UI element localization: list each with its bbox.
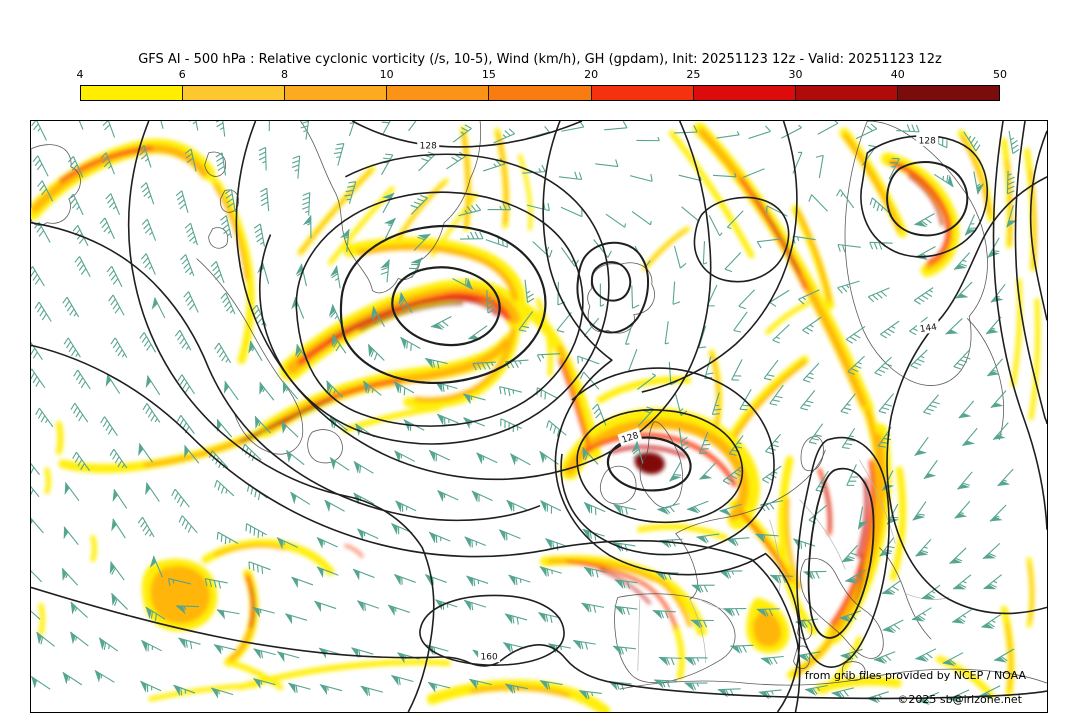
colorbar-tick: 8: [280, 68, 288, 81]
colorbar-tick: 30: [788, 68, 803, 81]
map-area: 128 128 128 144 160: [30, 120, 1048, 713]
colorbar: [80, 85, 1000, 101]
colorbar-segment: [693, 86, 796, 100]
colorbar-tick: 10: [379, 68, 394, 81]
colorbar-tick: 25: [686, 68, 701, 81]
colorbar-segment: [285, 86, 388, 100]
colorbar-tick: 50: [993, 68, 1007, 81]
svg-text:128: 128: [919, 136, 936, 146]
colorbar-segment: [795, 86, 898, 100]
contour-label: 128: [916, 133, 939, 146]
svg-text:144: 144: [919, 323, 938, 335]
colorbar-segment: [387, 86, 490, 100]
colorbar-tick: 20: [584, 68, 599, 81]
colorbar-segment: [897, 86, 999, 100]
map-title: GFS AI - 500 hPa : Relative cyclonic vor…: [138, 52, 942, 67]
colorbar-segment: [489, 86, 592, 100]
colorbar-segment: [81, 86, 184, 100]
svg-text:160: 160: [481, 653, 498, 663]
colorbar-segment: [183, 86, 286, 100]
colorbar-segment: [591, 86, 694, 100]
data-source-note: from grib files provided by NCEP / NOAA: [804, 669, 1026, 682]
colorbar-tick: 40: [890, 68, 905, 81]
colorbar-tick: 6: [178, 68, 186, 81]
colorbar-tick: 4: [76, 68, 84, 81]
svg-text:128: 128: [420, 141, 437, 151]
contour-label: 160: [478, 650, 501, 663]
copyright-note: ©2025 sb@irizone.net: [897, 693, 1022, 706]
contour-label: 128: [417, 138, 440, 151]
contour-label: 144: [916, 319, 940, 335]
colorbar-tick: 15: [481, 68, 496, 81]
